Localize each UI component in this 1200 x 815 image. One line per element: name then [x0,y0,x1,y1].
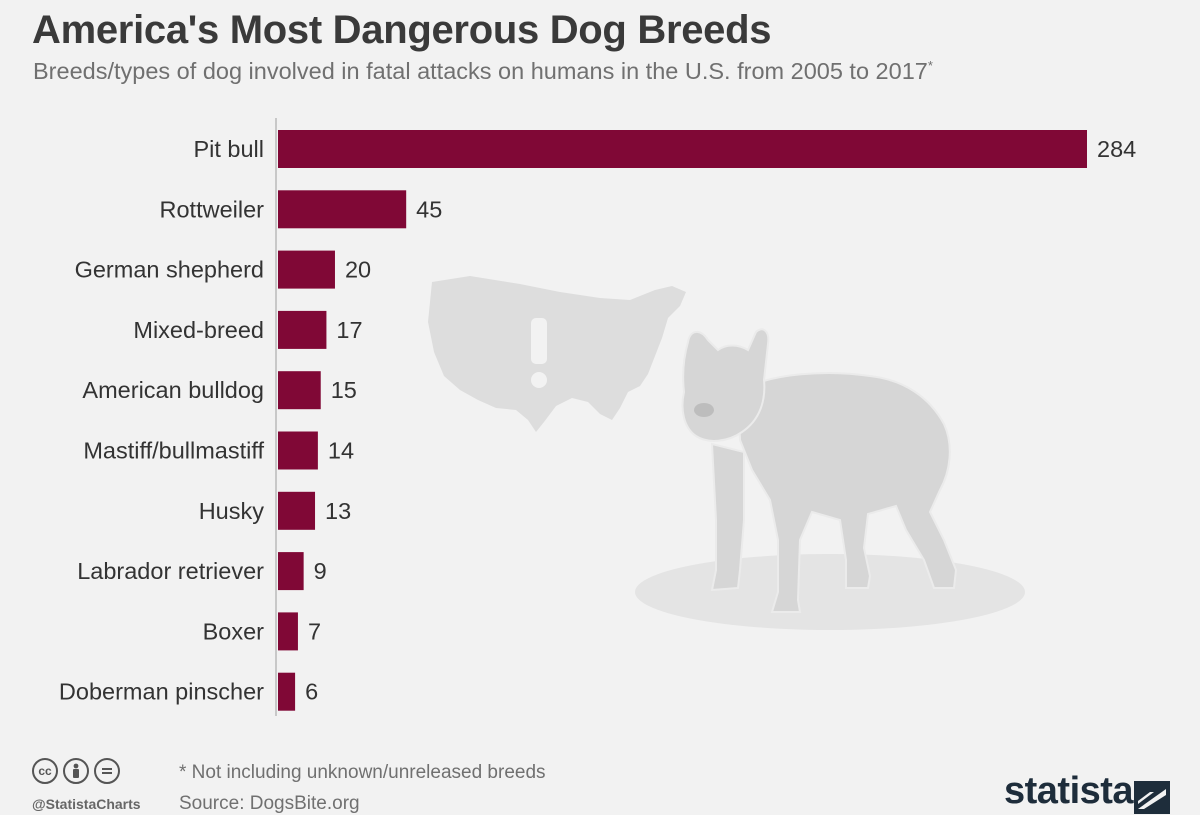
bar-husky [278,491,316,530]
dog-body [736,372,958,613]
exclamation-bar [531,318,547,364]
background-illustration [428,276,1025,630]
footnote: * Not including unknown/unreleased breed… [179,762,546,783]
bar-boxer [278,612,298,651]
category-label: Husky [199,498,265,524]
value-label: 6 [305,679,318,705]
bar-american-bulldog [278,371,321,410]
chart-title: America's Most Dangerous Dog Breeds [32,8,772,52]
exclamation-dot [531,372,547,388]
bar-mastiff-bullmastiff [278,431,318,470]
category-label: German shepherd [75,257,264,283]
brand-wordmark: statista [1004,770,1134,812]
category-label: Pit bull [193,136,264,162]
category-label: Rottweiler [160,196,265,222]
ground-shadow [635,554,1025,630]
bar-rottweiler [278,190,407,229]
category-label: Mixed-breed [133,317,264,343]
subtitle-text: Breeds/types of dog involved in fatal at… [33,58,928,84]
chart-subtitle: Breeds/types of dog involved in fatal at… [33,58,933,85]
value-label: 14 [328,438,354,464]
source-note: Source: DogsBite.org [179,793,360,814]
category-label: Mastiff/bullmastiff [83,438,264,464]
dog-nose [694,403,714,417]
bar-doberman-pinscher [278,672,296,711]
bar-pit-bull [278,130,1087,168]
value-label: 7 [308,618,321,644]
bar-german-shepherd [278,250,335,289]
bars-group: Pit bull 284 Rottweiler 45 German shepherd 20… [59,130,1136,711]
us-map-silhouette [428,276,686,432]
bar-labrador-retriever [278,552,304,591]
cc-icon: cc [32,758,58,784]
value-label: 284 [1097,136,1136,162]
value-label: 17 [336,317,362,343]
category-label: American bulldog [82,377,264,403]
value-label: 45 [416,196,442,222]
category-label: Doberman pinscher [59,679,264,705]
value-label: 13 [325,498,351,524]
attribution-icon [63,758,89,784]
category-label: Labrador retriever [77,558,264,584]
value-label: 20 [345,257,371,283]
bar-mixed-breed [278,310,327,349]
value-label: 9 [314,558,327,584]
statista-logo-icon [1134,781,1170,814]
license-icons: cc [32,758,120,784]
category-label: Boxer [203,618,265,644]
dog-front-leg [710,442,745,592]
no-derivatives-icon [94,758,120,784]
value-label: 15 [331,377,357,403]
subtitle-footnote-mark: * [927,58,933,74]
social-handle: @StatistaCharts [32,796,141,812]
